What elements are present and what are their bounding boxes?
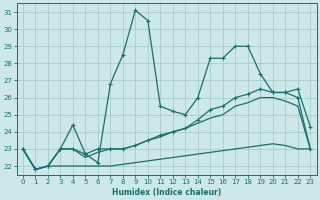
X-axis label: Humidex (Indice chaleur): Humidex (Indice chaleur) bbox=[112, 188, 221, 197]
